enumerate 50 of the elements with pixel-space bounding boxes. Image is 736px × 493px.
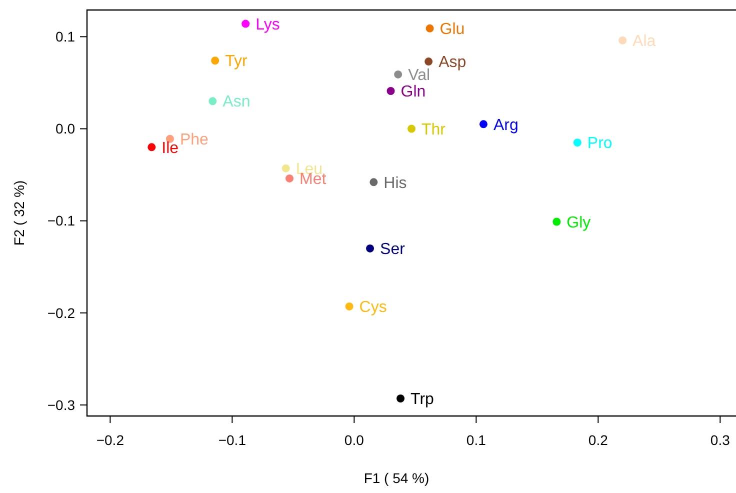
- series-label: Ile: [162, 140, 179, 157]
- point: [208, 97, 217, 106]
- point: [426, 24, 434, 32]
- series-label: Asp: [438, 54, 466, 72]
- y-axis-title: F2 ( 32 %): [11, 180, 27, 246]
- point: [370, 178, 378, 186]
- point: [366, 244, 374, 252]
- point: [573, 138, 582, 147]
- y-tick-label: 0.0: [56, 120, 76, 137]
- point: [479, 120, 488, 128]
- y-tick-label: −0.1: [47, 212, 76, 229]
- point: [408, 124, 416, 133]
- x-tick-label: −0.1: [218, 432, 246, 448]
- point: [396, 394, 405, 403]
- point: [386, 87, 395, 96]
- series-label: Tyr: [225, 53, 248, 70]
- point: [148, 143, 156, 152]
- series-label: Asn: [222, 94, 250, 111]
- series-label: Gln: [400, 84, 426, 101]
- series-label: Arg: [493, 116, 518, 134]
- x-tick-label: 0.1: [466, 432, 486, 448]
- series-label: Trp: [410, 391, 434, 408]
- x-axis-title: F1 ( 54 %): [364, 470, 430, 486]
- series-label: Glu: [440, 21, 465, 38]
- point: [286, 174, 294, 182]
- point: [345, 302, 354, 310]
- series-label: Pro: [587, 135, 612, 152]
- series-label: Ala: [632, 32, 656, 50]
- series-label: Thr: [422, 121, 446, 138]
- series-label: His: [384, 174, 407, 192]
- point: [211, 56, 220, 65]
- x-tick-label: 0.0: [344, 432, 364, 448]
- y-tick-label: 0.1: [56, 28, 76, 45]
- point: [618, 36, 627, 44]
- point: [424, 58, 433, 66]
- point: [552, 218, 561, 226]
- point: [394, 70, 402, 78]
- y-tick-label: −0.2: [47, 304, 76, 321]
- series-label: Ser: [380, 241, 406, 258]
- point: [282, 164, 290, 172]
- series-label: Gly: [566, 214, 591, 232]
- series-label: Phe: [180, 131, 209, 148]
- series-label: Val: [408, 67, 430, 84]
- x-tick-label: 0.2: [588, 432, 608, 448]
- x-tick-label: 0.3: [710, 432, 730, 448]
- y-tick-label: −0.3: [47, 396, 76, 413]
- point: [242, 20, 250, 28]
- x-tick-label: −0.2: [96, 432, 124, 448]
- series-label: Cys: [359, 299, 387, 316]
- series-label: Lys: [256, 16, 280, 34]
